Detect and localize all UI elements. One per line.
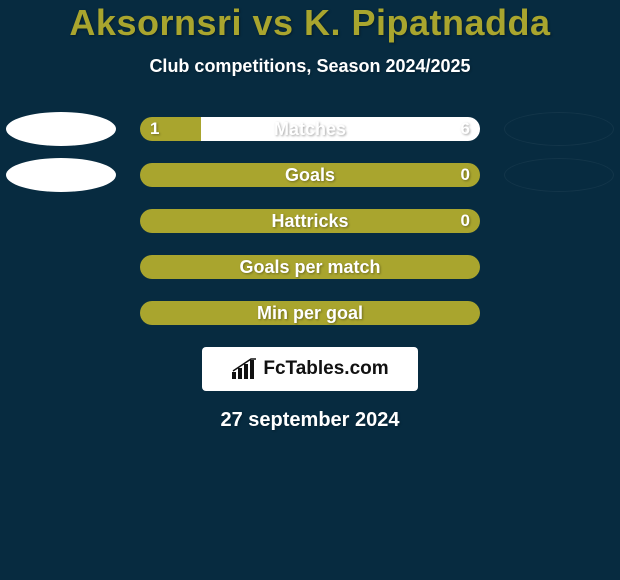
page-title: Aksornsri vs K. Pipatnadda: [69, 2, 550, 44]
bar-segment-left: [140, 255, 480, 279]
page-subtitle: Club competitions, Season 2024/2025: [149, 56, 470, 77]
stat-row: Min per goal: [0, 301, 620, 325]
comparison-infographic: Aksornsri vs K. Pipatnadda Club competit…: [0, 0, 620, 580]
player-avatar-left: [6, 112, 116, 146]
bar-segment-left: [140, 163, 480, 187]
brand-text: FcTables.com: [263, 358, 388, 380]
stat-bar: Hattricks0: [140, 209, 480, 233]
brand-badge: FcTables.com: [202, 347, 418, 391]
bar-segment-left: [140, 301, 480, 325]
bar-segment-left: [140, 117, 201, 141]
bar-segment-left: [140, 209, 480, 233]
stat-bar: Goals per match: [140, 255, 480, 279]
stat-bar: Min per goal: [140, 301, 480, 325]
player-avatar-left: [6, 158, 116, 192]
stat-row: Matches16: [0, 117, 620, 141]
player-avatar-right: [504, 158, 614, 192]
stat-row: Goals per match: [0, 255, 620, 279]
bar-segment-right: [201, 117, 480, 141]
player-avatar-right: [504, 112, 614, 146]
stat-row: Hattricks0: [0, 209, 620, 233]
stat-bar: Goals0: [140, 163, 480, 187]
date-text: 27 september 2024: [220, 409, 399, 432]
stat-bar: Matches16: [140, 117, 480, 141]
stats-chart: Matches16 Goals0 Hattricks0 Goals per match…: [0, 117, 620, 325]
stat-row: Goals0: [0, 163, 620, 187]
chart-bars-icon: [231, 358, 257, 380]
